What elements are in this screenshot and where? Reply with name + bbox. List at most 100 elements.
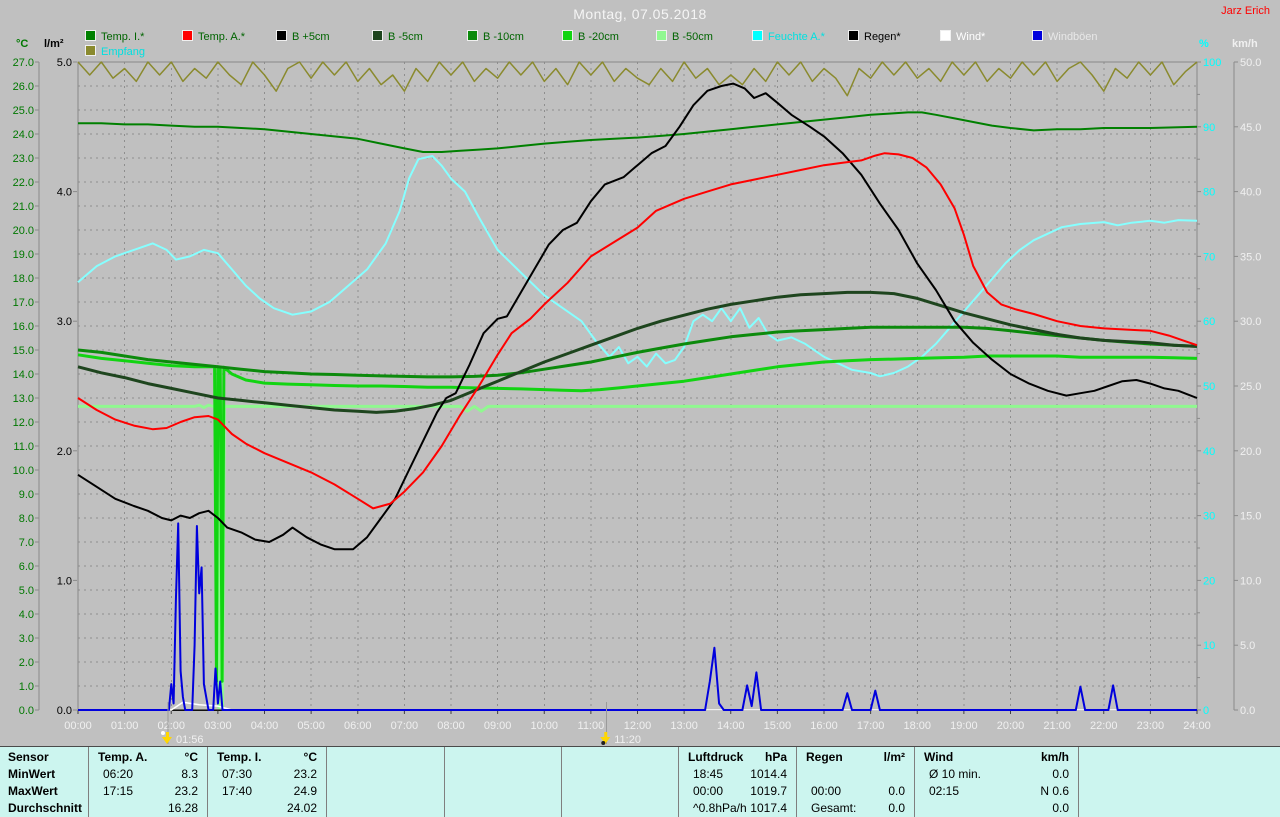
owner-name: Jarz Erich <box>1221 5 1270 17</box>
time-tick-label: 03:00 <box>204 720 232 732</box>
legend-label: Windböen <box>1048 31 1098 43</box>
lm2-unit-label: l/m² <box>44 38 64 50</box>
legend-item-temp-a[interactable]: Temp. A.* <box>182 30 245 43</box>
legend-item-b-minus20[interactable]: B -20cm <box>562 30 619 43</box>
table-cell: 24.02 <box>286 801 317 815</box>
table-cell: 00:00 <box>811 784 842 798</box>
lm2-tick-label: 4.0 <box>57 187 72 199</box>
series-empfang <box>77 61 1198 97</box>
lm2-tick-label: 5.0 <box>57 57 72 69</box>
wind-legend-swatch <box>940 30 951 41</box>
legend-item-regen[interactable]: Regen* <box>848 30 901 43</box>
row-label-minwert: MinWert <box>8 767 56 781</box>
legend-item-b-minus10[interactable]: B -10cm <box>467 30 524 43</box>
table-cell: 23.2 <box>174 784 198 798</box>
table-cell: Wind <box>924 750 954 764</box>
celsius-tick-label: 7.0 <box>19 537 34 549</box>
lm2-tick-label: 0.0 <box>57 705 72 717</box>
kmh-tick-label: 25.0 <box>1240 381 1261 393</box>
celsius-tick-label: 26.0 <box>13 81 34 93</box>
legend-label: B -50cm <box>672 31 713 43</box>
table-cell: hPa <box>764 750 787 764</box>
table-cell: 0.0 <box>1052 801 1069 815</box>
temp-i-legend-swatch <box>85 30 96 41</box>
legend-item-b-plus5[interactable]: B +5cm <box>276 30 330 43</box>
series-windboeen <box>78 522 1197 711</box>
table-cell: 23.2 <box>293 767 317 781</box>
time-tick-label: 10:00 <box>530 720 558 732</box>
legend-item-feuchte[interactable]: Feuchte A.* <box>752 30 825 43</box>
series-feuchte <box>77 155 1198 378</box>
temp-a-legend-swatch <box>182 30 193 41</box>
percent-tick-label: 50 <box>1203 381 1215 393</box>
celsius-tick-label: 10.0 <box>13 465 34 477</box>
series-b-minus20 <box>77 353 1198 683</box>
time-tick-label: 11:00 <box>578 720 605 732</box>
table-cell: 02:15 <box>929 784 960 798</box>
time-tick-label: 14:00 <box>717 720 745 732</box>
series-b-minus5 <box>77 290 1198 414</box>
celsius-tick-label: 11.0 <box>13 441 34 453</box>
legend-item-wind[interactable]: Wind* <box>940 30 985 43</box>
celsius-tick-label: 23.0 <box>13 153 34 165</box>
table-cell: km/h <box>1040 750 1069 764</box>
table-cell: 16.28 <box>167 801 198 815</box>
empfang-legend-swatch <box>85 45 96 56</box>
windboeen-legend-swatch <box>1032 30 1043 41</box>
table-column-wind: Wind km/h Ø 10 min. 0.0 02:15 N 0.6 0.0 <box>914 747 1078 817</box>
table-cell: 00:00 <box>693 784 724 798</box>
celsius-tick-label: 6.0 <box>19 561 34 573</box>
legend-item-windboeen[interactable]: Windböen <box>1032 30 1098 43</box>
table-cell: ^0.8hPa/h <box>693 801 747 815</box>
celsius-tick-label: 2.0 <box>19 657 34 669</box>
row-label-sensor: Sensor <box>8 750 49 764</box>
time-tick-label: 08:00 <box>437 720 465 732</box>
percent-tick-label: 0 <box>1203 705 1209 717</box>
time-tick-label: 23:00 <box>1137 720 1165 732</box>
time-tick-label: 07:00 <box>391 720 419 732</box>
legend-label: Empfang <box>101 46 146 58</box>
percent-tick-label: 100 <box>1203 57 1221 69</box>
weather-chart: 27.0 26.0 25.0 24.0 23.0 22.0 21.0 20.0 19.0 18.0… <box>13 57 1262 746</box>
celsius-tick-label: 0.0 <box>19 705 34 717</box>
table-cell: Regen <box>806 750 843 764</box>
table-column-empty-1 <box>326 747 444 817</box>
series-wind <box>78 701 1197 711</box>
table-cell: 06:20 <box>103 767 134 781</box>
celsius-tick-label: 4.0 <box>19 609 34 621</box>
kmh-tick-label: 35.0 <box>1240 251 1261 263</box>
table-column-luftdruck: Luftdruck hPa 18:45 1014.4 00:00 1019.7 ^0.8hP… <box>678 747 796 817</box>
legend-item-b-minus50[interactable]: B -50cm <box>656 30 713 43</box>
celsius-tick-label: 12.0 <box>13 417 34 429</box>
celsius-unit-label: °C <box>16 38 29 50</box>
table-cell: 0.0 <box>888 801 905 815</box>
legend-item-empfang[interactable]: Empfang <box>85 45 145 58</box>
black-dot-glyph <box>601 741 606 745</box>
table-column-temp-i: Temp. I. °C 07:30 23.2 17:40 24.9 24.02 <box>207 747 326 817</box>
kmh-unit-label: km/h <box>1232 38 1258 50</box>
feuchte-legend-swatch <box>752 30 763 41</box>
percent-tick-label: 20 <box>1203 575 1215 587</box>
kmh-tick-label: 40.0 <box>1240 187 1261 199</box>
celsius-tick-label: 22.0 <box>13 177 34 189</box>
table-cell: 07:30 <box>222 767 253 781</box>
celsius-tick-label: 21.0 <box>13 201 34 213</box>
time-tick-label: 01:00 <box>111 720 139 732</box>
lm2-tick-label: 3.0 <box>57 316 72 328</box>
table-cell: °C <box>184 750 198 764</box>
series-temp-i <box>78 111 1198 153</box>
b-plus5-legend-swatch <box>276 30 287 41</box>
legend-item-temp-i[interactable]: Temp. I.* <box>85 30 144 43</box>
percent-unit-label: % <box>1199 38 1209 50</box>
statistics-table: Sensor MinWert MaxWert Durchschnitt Temp. A.… <box>0 746 1280 817</box>
table-cell: Temp. A. <box>98 750 148 764</box>
table-column-empty-4 <box>1078 747 1280 817</box>
lm2-tick-label: 1.0 <box>57 575 72 587</box>
page-title: Montag, 07.05.2018 <box>573 6 707 22</box>
table-column-empty-2 <box>444 747 561 817</box>
table-cell: Temp. I. <box>217 750 262 764</box>
legend-item-b-minus5[interactable]: B -5cm <box>372 30 423 43</box>
time-tick-label: 15:00 <box>764 720 792 732</box>
table-cell: 8.3 <box>181 767 198 781</box>
marker-time-label: 11:20 <box>614 734 641 746</box>
